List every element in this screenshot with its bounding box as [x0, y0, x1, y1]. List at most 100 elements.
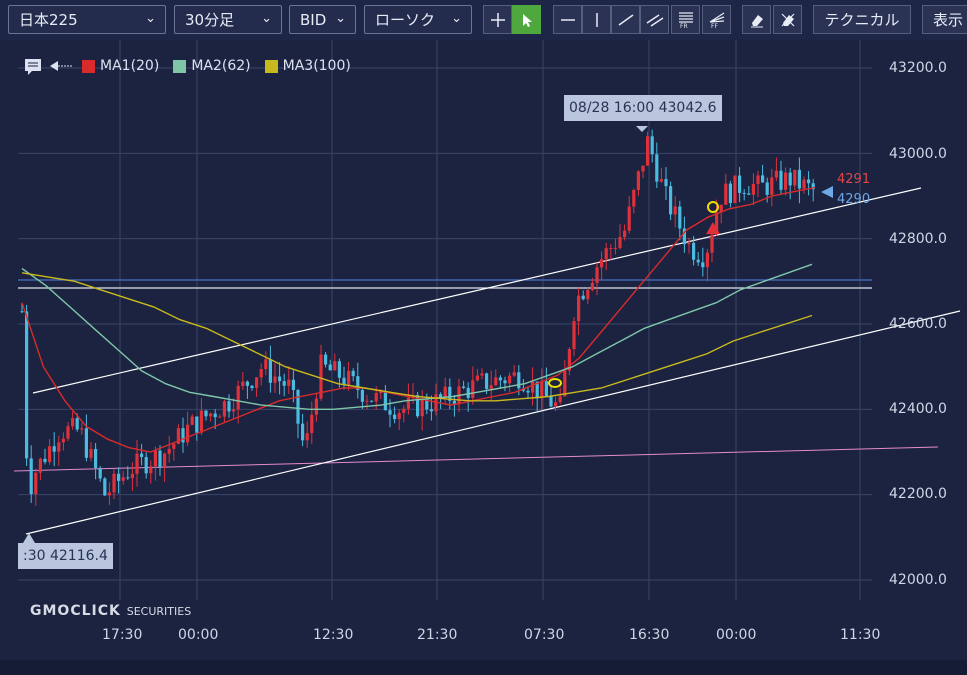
x-axis-label: 00:00: [178, 627, 219, 643]
candle-body: [383, 390, 387, 411]
y-axis-label: 43200.0: [889, 60, 947, 76]
legend-item-ma1[interactable]: MA1(20): [82, 58, 159, 74]
candle-body: [213, 413, 217, 418]
candle-body: [797, 169, 801, 189]
candle-body: [462, 386, 466, 388]
horizontal-line-tool-button[interactable]: [553, 5, 582, 34]
channel-icon: [646, 13, 663, 27]
candle-body: [728, 183, 732, 204]
candle-body: [158, 450, 162, 468]
candle-body: [250, 385, 254, 389]
legend-item-ma3[interactable]: MA3(100): [264, 58, 351, 74]
buy-signal-arrow-icon: [706, 222, 720, 234]
candle-body: [577, 295, 581, 322]
navigator-strip[interactable]: [0, 660, 967, 675]
eraser-tool-button[interactable]: [742, 5, 771, 34]
x-axis-label: 11:30: [840, 627, 881, 643]
candle-body: [204, 410, 208, 417]
chart-type-select-label: ローソク: [375, 11, 436, 29]
candle-body: [255, 377, 259, 389]
comment-icon[interactable]: [22, 56, 44, 76]
trend-line: [13, 446, 939, 472]
candle-body: [314, 398, 318, 415]
candle-body: [756, 175, 760, 184]
candle-body: [264, 359, 268, 370]
candle-body: [632, 190, 636, 207]
candle-body: [761, 175, 765, 183]
candle-body: [452, 400, 456, 405]
fibonacci-fan-tool-button[interactable]: FF: [702, 5, 731, 34]
fibonacci-retracement-icon: FR: [678, 11, 693, 29]
candle-body: [149, 466, 153, 474]
candle-body: [489, 385, 493, 389]
trend-line-tool-button[interactable]: [611, 5, 640, 34]
candle-body: [365, 400, 369, 402]
ma2-swatch: [173, 59, 187, 73]
side-select[interactable]: BID ⌄: [289, 5, 356, 34]
vertical-line-tool-button[interactable]: [582, 5, 611, 34]
legend-ma2-label: MA2(62): [191, 58, 251, 74]
candle-body: [71, 418, 75, 427]
candle-body: [25, 311, 29, 459]
chevron-down-icon: ⌄: [145, 11, 156, 26]
candle-body: [98, 467, 102, 479]
candle-body: [117, 473, 121, 481]
interval-select-label: 30分足: [185, 11, 235, 29]
x-axis-label: 21:30: [417, 627, 458, 643]
candle-body: [222, 401, 226, 417]
candle-body: [301, 423, 305, 441]
candle-body: [319, 354, 323, 399]
indicators-button[interactable]: テクニカル: [813, 5, 911, 34]
price-chart[interactable]: [0, 40, 967, 675]
x-axis-label: 17:30: [102, 627, 143, 643]
candle-body: [549, 395, 553, 407]
candle-body: [209, 413, 213, 417]
candle-body: [669, 186, 673, 215]
candle-body: [696, 259, 700, 263]
candle-body: [89, 448, 93, 458]
candle-body: [172, 443, 176, 449]
candle-body: [641, 165, 645, 172]
candle-body: [29, 458, 33, 495]
display-button[interactable]: 表示: [922, 5, 967, 34]
pointer-icon: [522, 13, 532, 27]
candle-body: [581, 295, 585, 300]
pointer-tool-button[interactable]: [512, 5, 541, 34]
candle-body: [80, 428, 84, 430]
y-axis-label: 42600.0: [889, 316, 947, 332]
candle-body: [393, 414, 397, 420]
candle-body: [347, 370, 351, 385]
candle-body: [802, 179, 806, 189]
fibonacci-retracement-tool-button[interactable]: FR: [671, 5, 700, 34]
candle-body: [526, 390, 530, 393]
crosshair-tool-button[interactable]: [483, 5, 512, 34]
candle-body: [259, 369, 263, 378]
interval-select[interactable]: 30分足 ⌄: [174, 5, 282, 34]
ma1-line: [21, 186, 816, 453]
channel-tool-button[interactable]: [640, 5, 669, 34]
candle-body: [650, 136, 654, 155]
y-axis-label: 42000.0: [889, 572, 947, 588]
candle-body: [52, 446, 56, 452]
candle-body: [724, 183, 728, 205]
legend-item-ma2[interactable]: MA2(62): [173, 58, 251, 74]
candle-body: [807, 179, 811, 184]
candle-body: [232, 409, 236, 412]
candle-body: [779, 170, 783, 190]
chart-legend: MA1(20) MA2(62) MA3(100): [22, 56, 365, 76]
high-price-callout: 08/28 16:00 43042.6: [564, 95, 722, 121]
symbol-select[interactable]: 日本225 ⌄: [8, 5, 166, 34]
signal-marker: [707, 201, 719, 213]
svg-text:FF: FF: [711, 23, 718, 29]
candle-body: [296, 389, 300, 424]
collapse-legend-icon[interactable]: [48, 56, 74, 76]
candle-body: [784, 172, 788, 190]
candle-body: [140, 453, 144, 458]
chart-type-select[interactable]: ローソク ⌄: [364, 5, 472, 34]
x-axis-label: 00:00: [716, 627, 757, 643]
trend-line-icon: [618, 13, 633, 26]
candle-body: [623, 230, 627, 238]
candle-body: [498, 377, 502, 381]
delete-drawing-tool-button[interactable]: [773, 5, 802, 34]
candle-body: [370, 400, 374, 402]
